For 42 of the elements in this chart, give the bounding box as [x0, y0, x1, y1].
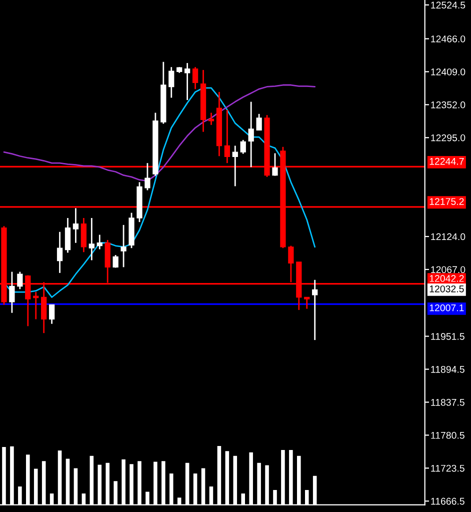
candlestick [192, 66, 198, 90]
ref-line-label: 12042.2 [430, 275, 464, 282]
candlestick [224, 109, 230, 164]
y-tick-label: 12352.0 [431, 101, 466, 108]
y-tick-label: 11666.5 [431, 498, 464, 505]
candlestick [240, 139, 246, 155]
candlestick [17, 271, 23, 290]
candlestick [120, 224, 126, 268]
candlestick [96, 234, 102, 250]
candlestick [9, 271, 15, 314]
y-tick-label: 11894.5 [431, 366, 464, 373]
y-tick-label: 12067.0 [431, 266, 466, 274]
y-tick-label: 12295.0 [431, 134, 466, 142]
candlestick [88, 217, 94, 261]
ref-line-label: 12244.7 [430, 158, 464, 165]
candlestick [256, 113, 262, 131]
candlestick [48, 304, 55, 325]
candlestick [112, 254, 118, 268]
candlestick [64, 217, 71, 254]
ref-line-label: 12007.1 [430, 304, 464, 312]
y-tick-label: 11837.5 [431, 398, 464, 406]
candlestick [304, 296, 310, 310]
candlestick [33, 291, 39, 320]
y-tick-label: 12466.0 [431, 35, 466, 42]
candlestick [144, 162, 150, 191]
y-tick-label: 12524.5 [431, 2, 466, 9]
candlestick [248, 101, 254, 168]
candlestick [232, 145, 238, 187]
candlestick [312, 279, 318, 341]
candlestick [80, 217, 87, 253]
candlestick [56, 231, 63, 274]
y-tick-label: 11780.5 [431, 432, 464, 439]
y-tick-label: 12124.0 [431, 233, 466, 240]
candlestick [184, 62, 190, 101]
y-tick-label: 11723.5 [431, 464, 464, 472]
candlestick [72, 207, 79, 244]
y-tick-label: 11951.5 [431, 333, 464, 340]
candlestick [272, 152, 278, 176]
y-tick-label: 12409.0 [431, 68, 466, 76]
ref-line-label: 12175.2 [430, 198, 464, 205]
candlestick [168, 66, 174, 98]
text: 12032.5 [430, 285, 464, 292]
